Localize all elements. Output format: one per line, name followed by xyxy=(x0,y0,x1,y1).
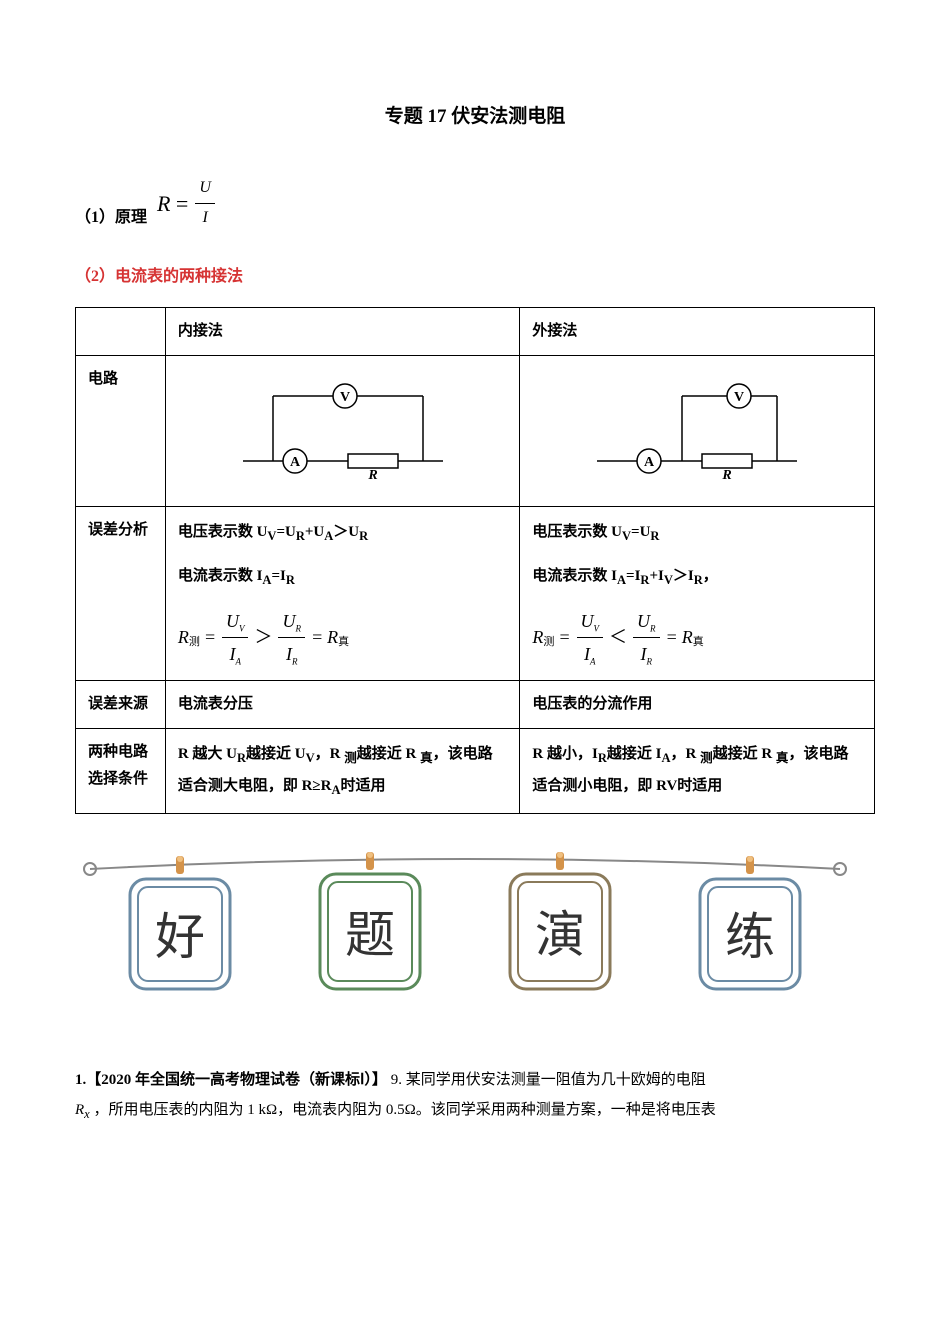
inner-circuit-diagram: A R V xyxy=(233,371,453,481)
svg-text:演: 演 xyxy=(535,907,585,963)
table-corner xyxy=(76,307,166,355)
outer-error-analysis: 电压表示数 UV=UR 电流表示数 IA=IR+IV＞IR， R测 = UVIA… xyxy=(520,506,875,681)
comparison-table: 内接法 外接法 电路 A R V xyxy=(75,307,875,815)
col-inner-header: 内接法 xyxy=(165,307,520,355)
svg-text:好: 好 xyxy=(155,909,205,965)
svg-text:R: R xyxy=(722,468,732,481)
question-1: 1.【2020 年全国统一高考物理试卷（新课标Ⅰ）】 9. 某同学用伏安法测量一… xyxy=(75,1065,875,1127)
inner-voltage-text: 电压表示数 UV=UR+UA＞UR xyxy=(178,517,508,549)
outer-error-source: 电压表的分流作用 xyxy=(520,681,875,729)
row-condition-label: 两种电路选择条件 xyxy=(76,729,166,814)
question-source: 1.【2020 年全国统一高考物理试卷（新课标Ⅰ）】 xyxy=(75,1072,387,1088)
principle-formula: R = U I xyxy=(157,174,217,233)
row-circuit-label: 电路 xyxy=(76,355,166,506)
svg-text:A: A xyxy=(644,455,655,470)
inner-error-analysis: 电压表示数 UV=UR+UA＞UR 电流表示数 IA=IR R测 = UVIA … xyxy=(165,506,520,681)
principle-row: （1）原理 R = U I xyxy=(75,174,875,233)
svg-text:V: V xyxy=(734,390,744,405)
inner-error-source: 电流表分压 xyxy=(165,681,520,729)
question-line2: ，所用电压表的内阻为 1 kΩ，电流表内阻为 0.5Ω。该同学采用两种测量方案，… xyxy=(93,1102,715,1118)
rx-var: R xyxy=(75,1102,84,1118)
inner-formula: R测 = UVIA ＞ URIR = R真 xyxy=(178,605,508,671)
svg-text:练: 练 xyxy=(725,909,775,965)
inner-circuit-cell: A R V xyxy=(165,355,520,506)
question-line1: 某同学用伏安法测量一阻值为几十欧姆的电阻 xyxy=(406,1072,706,1088)
row-error-analysis-label: 误差分析 xyxy=(76,506,166,681)
inner-current-text: 电流表示数 IA=IR xyxy=(178,561,508,593)
svg-text:A: A xyxy=(290,455,301,470)
svg-text:V: V xyxy=(340,390,350,405)
col-outer-header: 外接法 xyxy=(520,307,875,355)
practice-banner: 好 题 演 练 xyxy=(75,844,875,1025)
principle-label: （1）原理 xyxy=(75,204,147,233)
svg-text:题: 题 xyxy=(345,907,395,963)
outer-condition: R 越小，IR越接近 IA，R 测越接近 R 真，该电路适合测小电阻，即 RV时… xyxy=(520,729,875,814)
outer-circuit-diagram: A R V xyxy=(587,371,807,481)
row-error-source-label: 误差来源 xyxy=(76,681,166,729)
svg-text:R: R xyxy=(367,468,377,481)
question-number: 9. xyxy=(391,1072,402,1088)
outer-circuit-cell: A R V xyxy=(520,355,875,506)
section-two-label: （2）电流表的两种接法 xyxy=(75,263,875,292)
outer-voltage-text: 电压表示数 UV=UR xyxy=(532,517,862,549)
inner-condition: R 越大 UR越接近 UV，R 测越接近 R 真，该电路适合测大电阻，即 R≥R… xyxy=(165,729,520,814)
outer-current-text: 电流表示数 IA=IR+IV＞IR， xyxy=(532,561,862,593)
outer-formula: R测 = UVIA ＜ URIR = R真 xyxy=(532,605,862,671)
document-title: 专题 17 伏安法测电阻 xyxy=(75,100,875,134)
